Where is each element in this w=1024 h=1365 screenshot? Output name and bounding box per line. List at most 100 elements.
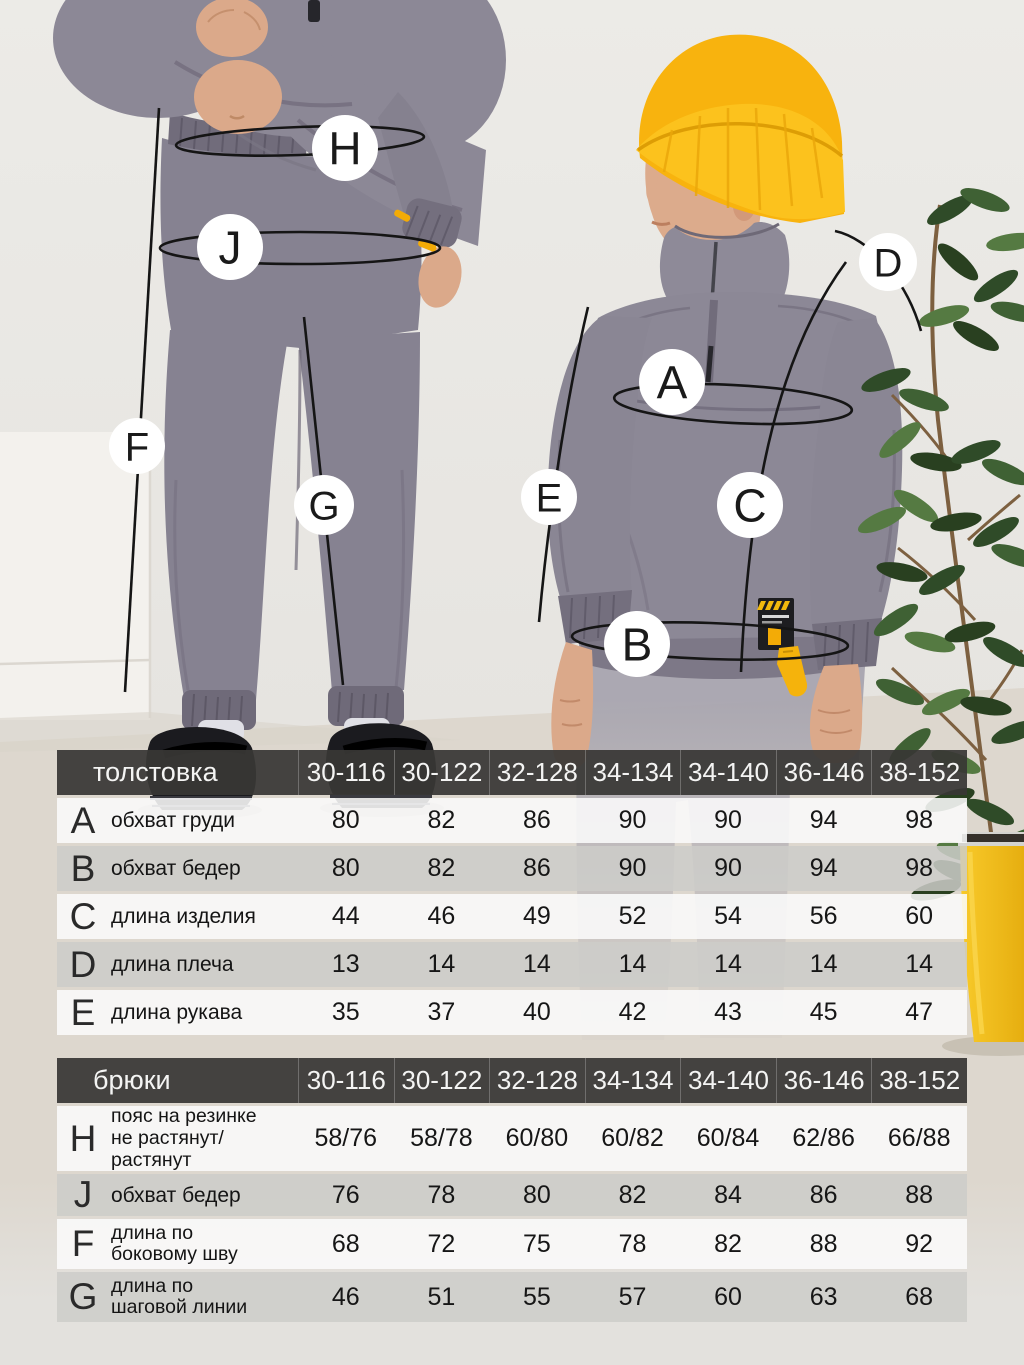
size-col-header: 32-128 [489,1058,585,1103]
measure-marker-letter-H: H [328,123,361,175]
left-hand [551,642,594,770]
leaf [960,188,1010,212]
row-letter: C [57,894,109,939]
table-title: брюки [57,1058,298,1103]
leaf [983,637,1024,667]
size-value-cell: 63 [775,1272,872,1323]
measure-marker-letter-E: E [536,476,563,520]
size-value-cell: 68 [871,1272,967,1323]
left-sleeve [547,316,652,604]
size-value-cell: 43 [680,990,776,1035]
size-col-header: 32-128 [489,750,585,795]
leaf [861,368,911,392]
measure-marker-letter-G: G [308,484,339,528]
size-col-header: 30-116 [298,750,394,795]
measurement-markers: H J F G A D E C B [109,115,917,677]
size-value-cell: 14 [871,942,967,987]
leaf [857,506,907,534]
size-value-cell: 90 [584,846,681,891]
size-value-cell: 51 [393,1272,490,1323]
size-value-cell: 98 [871,798,967,843]
measure-marker-letter-J: J [219,222,242,274]
leaf [944,621,996,643]
size-value-cell: 49 [489,894,585,939]
size-value-cell: 72 [393,1219,490,1270]
size-value-cell: 47 [871,990,967,1035]
measure-marker-letter-F: F [125,425,149,469]
size-value-cell: 14 [584,942,681,987]
size-value-cell: 56 [775,894,872,939]
table-title: толстовка [57,750,298,795]
leaf [873,603,919,637]
size-value-cell: 88 [775,1219,872,1270]
size-value-cell: 86 [489,798,585,843]
size-value-cell: 57 [584,1272,681,1323]
size-col-header: 34-134 [584,750,681,795]
size-value-cell: 78 [584,1219,681,1270]
leaf [991,720,1024,744]
size-value-cell: 78 [393,1174,490,1217]
size-value-cell: 90 [680,846,776,891]
row-letter: H [57,1106,109,1172]
size-value-cell: 14 [680,942,776,987]
leaf [973,269,1019,303]
size-value-cell: 94 [775,846,872,891]
size-value-cell: 44 [298,894,394,939]
size-value-cell: 90 [584,798,681,843]
row-label: длина изделия [109,894,298,939]
measure-marker-letter-B: B [622,619,653,671]
leaf [991,544,1024,568]
size-value-cell: 37 [393,990,490,1035]
plant-foliage [857,188,1024,901]
measure-marker-circle [197,214,263,280]
row-letter: E [57,990,109,1035]
leaf [876,562,928,582]
row-label: длина рукава [109,990,298,1035]
size-col-header: 38-152 [871,1058,967,1103]
measure-line-length-c [739,261,848,673]
size-value-cell: 86 [489,846,585,891]
measure-line-hem-b [570,621,850,661]
measure-marker-letter-C: C [733,480,766,532]
measure-marker-circle [717,472,783,538]
size-value-cell: 35 [298,990,394,1035]
pants-size-table: брюки 30-116 30-122 32-128 34-134 34-140 36-14… [57,1055,967,1325]
measure-marker-letter-D: D [874,241,903,285]
size-value-cell: 66/88 [871,1106,967,1172]
size-value-cell: 88 [871,1174,967,1217]
measure-marker-circle [604,611,670,677]
size-value-cell: 58/78 [393,1106,490,1172]
size-value-cell: 86 [775,1174,872,1217]
row-label: длина по шаговой линии [109,1272,298,1323]
size-value-cell: 13 [298,942,394,987]
size-value-cell: 45 [775,990,872,1035]
leaf [951,440,1001,464]
size-value-cell: 80 [489,1174,585,1217]
row-letter: J [57,1174,109,1217]
size-value-cell: 14 [393,942,490,987]
measure-marker-circle [521,469,577,525]
size-value-cell: 14 [489,942,585,987]
yellow-drawcord [418,239,437,252]
size-col-header: 36-146 [775,1058,872,1103]
size-value-cell: 76 [298,1174,394,1217]
leaf [986,232,1024,252]
measure-line-side-f [123,107,161,693]
size-value-cell: 98 [871,846,967,891]
measure-line-sleeve-e [537,306,590,623]
leaf [919,565,965,595]
size-value-cell: 58/76 [298,1106,394,1172]
leaf [990,301,1024,323]
measure-marker-circle [859,233,917,291]
size-value-cell: 94 [775,798,872,843]
zipper [710,241,718,303]
hand-fist [196,0,268,57]
